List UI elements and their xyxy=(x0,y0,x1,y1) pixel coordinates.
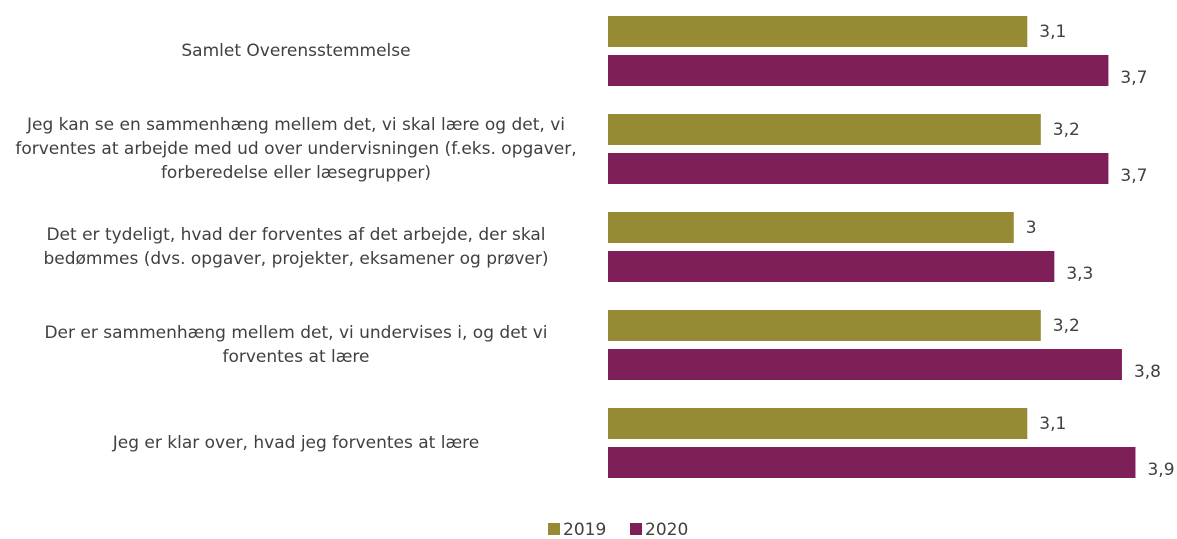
bar xyxy=(608,153,1109,184)
value-label: 3,2 xyxy=(1053,120,1080,140)
bar xyxy=(608,251,1055,282)
bar xyxy=(608,310,1041,341)
legend-swatch xyxy=(548,523,560,535)
value-label: 3,7 xyxy=(1120,166,1147,186)
legend-label: 2020 xyxy=(645,520,688,539)
value-label: 3,3 xyxy=(1066,264,1093,284)
category-label: Jeg er klar over, hvad jeg forventes at … xyxy=(112,433,480,453)
bar xyxy=(608,408,1028,439)
legend-label: 2019 xyxy=(563,520,606,539)
bar xyxy=(608,114,1041,145)
value-label: 3,2 xyxy=(1053,316,1080,336)
category-label: Jeg kan se en sammenhæng mellem det, vi … xyxy=(15,115,577,183)
bar xyxy=(608,349,1122,380)
value-label: 3,1 xyxy=(1039,22,1066,42)
value-label: 3,9 xyxy=(1147,460,1174,480)
bar xyxy=(608,212,1014,243)
value-label: 3,8 xyxy=(1134,362,1161,382)
legend-swatch xyxy=(630,523,642,535)
value-label: 3,7 xyxy=(1120,68,1147,88)
value-label: 3 xyxy=(1026,218,1037,238)
value-label: 3,1 xyxy=(1039,414,1066,434)
category-label: Samlet Overensstemmelse xyxy=(181,41,411,61)
category-label: Der er sammenhæng mellem det, vi undervi… xyxy=(44,323,548,367)
bar xyxy=(608,447,1136,478)
bar xyxy=(608,55,1109,86)
bar xyxy=(608,16,1028,47)
category-label: Det er tydeligt, hvad der forventes af d… xyxy=(43,225,549,269)
